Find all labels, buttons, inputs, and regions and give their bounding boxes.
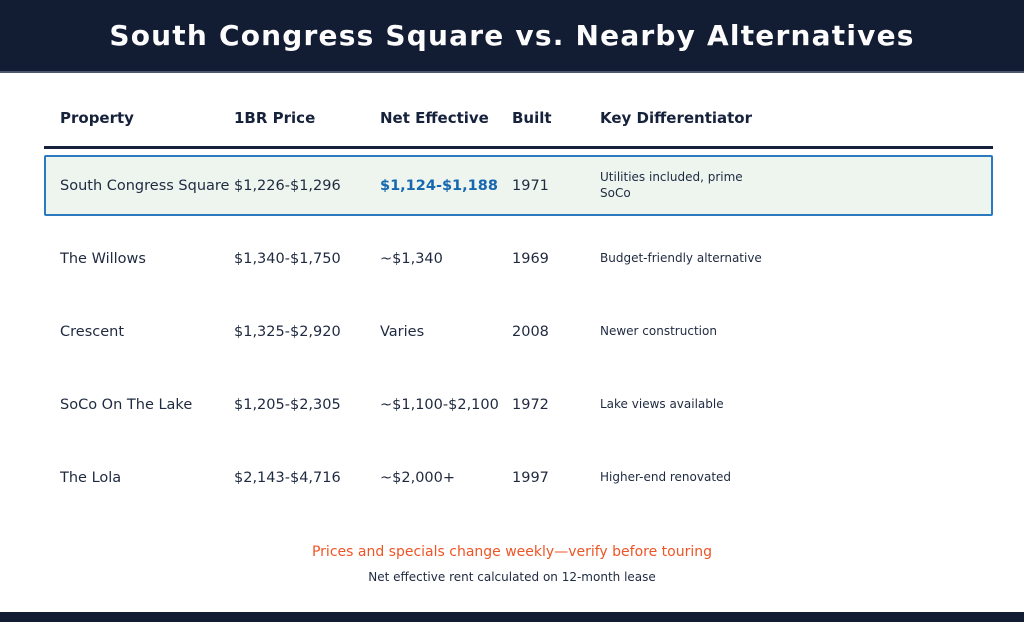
cell-built: 1969 bbox=[512, 250, 549, 267]
table-row-south-congress-square: South Congress Square $1,226-$1,296 $1,1… bbox=[44, 155, 993, 216]
cell-1br-price: $1,205-$2,305 bbox=[234, 396, 341, 413]
cell-property: Crescent bbox=[60, 323, 125, 340]
table-row-the-lola: The Lola $2,143-$4,716 ~$2,000+ 1997 Hig… bbox=[44, 441, 993, 514]
cell-property: South Congress Square bbox=[60, 177, 230, 194]
cell-1br-price: $1,325-$2,920 bbox=[234, 323, 341, 340]
column-header-built: Built bbox=[512, 109, 552, 127]
cell-net-effective: Varies bbox=[380, 323, 425, 340]
table-row-the-willows: The Willows $1,340-$1,750 ~$1,340 1969 B… bbox=[44, 222, 993, 295]
cell-1br-price: $1,340-$1,750 bbox=[234, 250, 341, 267]
cell-net-effective: ~$1,340 bbox=[380, 250, 443, 267]
table-row-soco-on-the-lake: SoCo On The Lake $1,205-$2,305 ~$1,100-$… bbox=[44, 368, 993, 441]
cell-key-differentiator: Budget-friendly alternative bbox=[600, 250, 762, 265]
cell-key-differentiator: Utilities included, prime SoCo bbox=[600, 169, 743, 200]
cell-property: SoCo On The Lake bbox=[60, 396, 193, 413]
cell-1br-price: $1,226-$1,296 bbox=[234, 177, 341, 194]
cell-net-effective: ~$1,100-$2,100 bbox=[380, 396, 499, 413]
cell-built: 1972 bbox=[512, 396, 549, 413]
cell-property: The Willows bbox=[60, 250, 146, 267]
cell-property: The Lola bbox=[60, 469, 122, 486]
title-bar: South Congress Square vs. Nearby Alterna… bbox=[0, 0, 1024, 73]
table-header-row: Property 1BR Price Net Effective Built K… bbox=[44, 90, 993, 149]
cell-net-effective: $1,124-$1,188 bbox=[380, 177, 498, 194]
column-header-net-effective: Net Effective bbox=[380, 109, 489, 127]
bottom-accent-bar bbox=[0, 612, 1024, 622]
cell-key-differentiator: Lake views available bbox=[600, 396, 724, 411]
net-effective-note: Net effective rent calculated on 12-mont… bbox=[368, 570, 656, 584]
cell-built: 1997 bbox=[512, 469, 549, 486]
comparison-table: Property 1BR Price Net Effective Built K… bbox=[44, 90, 993, 514]
footer-notes: Prices and specials change weekly—verify… bbox=[0, 544, 1024, 584]
column-header-key-differentiator: Key Differentiator bbox=[600, 109, 753, 127]
column-header-property: Property bbox=[60, 109, 134, 127]
cell-built: 2008 bbox=[512, 323, 549, 340]
cell-key-differentiator: Higher-end renovated bbox=[600, 469, 732, 484]
cell-built: 1971 bbox=[512, 177, 549, 194]
column-header-1br-price: 1BR Price bbox=[234, 109, 316, 127]
cell-1br-price: $2,143-$4,716 bbox=[234, 469, 341, 486]
cell-net-effective: ~$2,000+ bbox=[380, 469, 456, 486]
table-row-crescent: Crescent $1,325-$2,920 Varies 2008 Newer… bbox=[44, 295, 993, 368]
page-title: South Congress Square vs. Nearby Alterna… bbox=[109, 19, 915, 52]
pricing-disclaimer: Prices and specials change weekly—verify… bbox=[311, 544, 712, 560]
cell-key-differentiator: Newer construction bbox=[600, 323, 717, 338]
